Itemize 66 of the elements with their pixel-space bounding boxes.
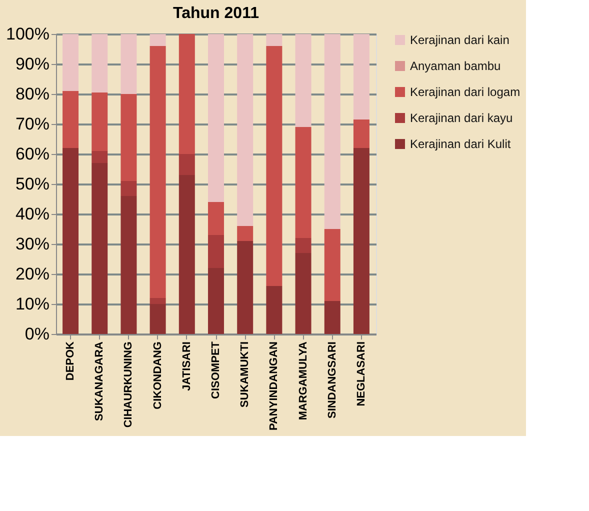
bar (62, 91, 79, 148)
bar (62, 148, 79, 334)
bar (92, 151, 108, 163)
bar (353, 120, 370, 148)
bar (208, 202, 224, 235)
bar (266, 34, 282, 46)
x-tick-label: SINDANGSARI (326, 342, 338, 419)
y-tick-label: 90% (15, 54, 50, 74)
bar (120, 94, 137, 181)
y-tick-label: 50% (15, 174, 50, 194)
bar (120, 181, 137, 196)
x-tick-label: PANYINDANGAN (268, 341, 280, 431)
x-tick-label: DEPOK (64, 341, 77, 381)
bar (295, 127, 312, 238)
bar (150, 298, 166, 304)
x-tick-label: CIKONDANG (152, 342, 164, 410)
bar (353, 148, 370, 334)
legend-label: Kerajinan dari Kulit (410, 137, 512, 151)
bar (295, 253, 312, 334)
bar (237, 241, 254, 334)
bar (266, 46, 282, 286)
bar (120, 196, 137, 334)
bar (92, 92, 108, 151)
y-tick-label: 20% (15, 264, 50, 284)
y-tick-label: 30% (15, 234, 50, 254)
y-tick-label: 80% (15, 84, 50, 104)
y-tick-label: 10% (15, 294, 50, 314)
bar (62, 34, 79, 91)
bar (150, 34, 166, 46)
x-tick-label: SUKAMUKTI (239, 342, 252, 408)
legend-label: Anyaman bambu (410, 59, 501, 73)
y-tick-label: 60% (15, 144, 50, 164)
bar (178, 34, 195, 154)
bar (208, 34, 224, 202)
bar (237, 34, 254, 226)
bar (295, 34, 312, 127)
chart-title: Tahun 2011 (173, 5, 260, 22)
bar (295, 238, 312, 253)
bar (266, 286, 282, 334)
legend-label: Kerajinan dari logam (410, 85, 520, 99)
bar (92, 163, 108, 334)
bar (92, 34, 108, 92)
x-tick-label: SUKANAGARA (94, 341, 106, 421)
x-tick-label: CIHAURKUNING (122, 342, 135, 428)
bar (324, 34, 340, 229)
bar (178, 154, 195, 175)
bar (150, 46, 166, 298)
bar (150, 304, 166, 334)
x-tick-label: NEGLASARI (355, 342, 368, 406)
y-tick-label: 100% (6, 24, 50, 44)
x-tick-label: CISOMPET (210, 341, 222, 399)
bar (353, 34, 370, 120)
x-tick-label: MARGAMULYA (297, 341, 310, 420)
bar (324, 229, 340, 301)
bar (324, 301, 340, 334)
y-tick-label: 0% (24, 324, 50, 344)
bar (237, 226, 254, 241)
y-tick-label: 70% (15, 114, 50, 134)
y-tick-label: 40% (15, 204, 50, 224)
bar (208, 235, 224, 268)
legend-label: Kerajinan dari kain (410, 33, 510, 47)
bar (208, 268, 224, 334)
x-tick-label: JATISARI (180, 342, 193, 391)
legend-label: Kerajinan dari kayu (410, 111, 513, 125)
bar (178, 175, 195, 334)
bar (120, 34, 137, 94)
